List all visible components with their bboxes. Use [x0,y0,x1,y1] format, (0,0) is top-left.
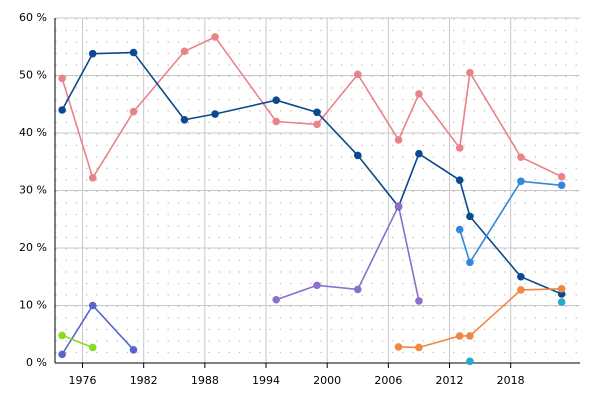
data-point [211,33,219,41]
data-point [58,74,66,83]
data-point [557,285,566,293]
data-point [211,110,219,118]
data-point [58,331,66,340]
data-point [313,281,321,290]
series-line [61,334,94,349]
data-point [455,176,464,184]
data-point [353,151,362,160]
data-point [129,107,138,116]
x-tick-label: 1982 [130,374,158,387]
data-point [180,115,189,124]
series-line [61,35,562,180]
y-tick-label: 40 % [19,126,47,139]
x-tick-label: 1976 [69,374,97,387]
y-tick-label: 50 % [19,69,47,82]
data-point [272,295,281,304]
x-tick-label: 1994 [252,374,280,387]
y-tick-label: 0 % [26,356,47,369]
data-point [415,90,423,98]
series-line [61,51,562,295]
data-point [180,47,189,56]
data-point [517,286,525,294]
data-point [88,174,97,182]
x-tick-label: 2000 [313,374,341,387]
data-point [88,49,97,58]
data-point [455,144,464,152]
data-point [517,153,525,161]
data-point [466,258,474,267]
data-point [58,350,66,359]
data-point [415,149,423,158]
data-point [415,343,423,352]
y-tick-label: 20 % [19,241,47,254]
data-point [557,298,566,306]
y-tick-label: 30 % [19,184,47,197]
data-point [517,272,525,281]
x-tick-label: 2018 [497,374,525,387]
data-point [353,285,362,294]
x-tick-label: 2006 [374,374,402,387]
data-point [313,108,321,117]
data-point [88,343,97,352]
data-point [353,70,362,79]
data-point [466,68,474,77]
data-point [58,106,66,114]
data-point [394,343,403,351]
data-point [466,332,474,340]
data-point [272,117,281,126]
data-point [272,96,281,105]
data-point [466,212,474,221]
data-point [517,177,525,186]
y-tick-label: 60 % [19,11,47,24]
data-point [394,202,403,210]
data-point [394,136,403,144]
y-tick-label: 10 % [19,299,47,312]
data-point [557,172,566,181]
data-point [455,225,464,234]
series-line [458,180,562,265]
data-point [415,297,423,305]
data-point [313,120,321,129]
data-point [455,332,464,340]
data-point [557,181,566,190]
x-tick-label: 2012 [436,374,464,387]
data-point [129,48,138,57]
x-tick-label: 1988 [191,374,219,387]
data-point [129,345,138,354]
data-point [466,357,474,366]
data-point [88,301,97,310]
